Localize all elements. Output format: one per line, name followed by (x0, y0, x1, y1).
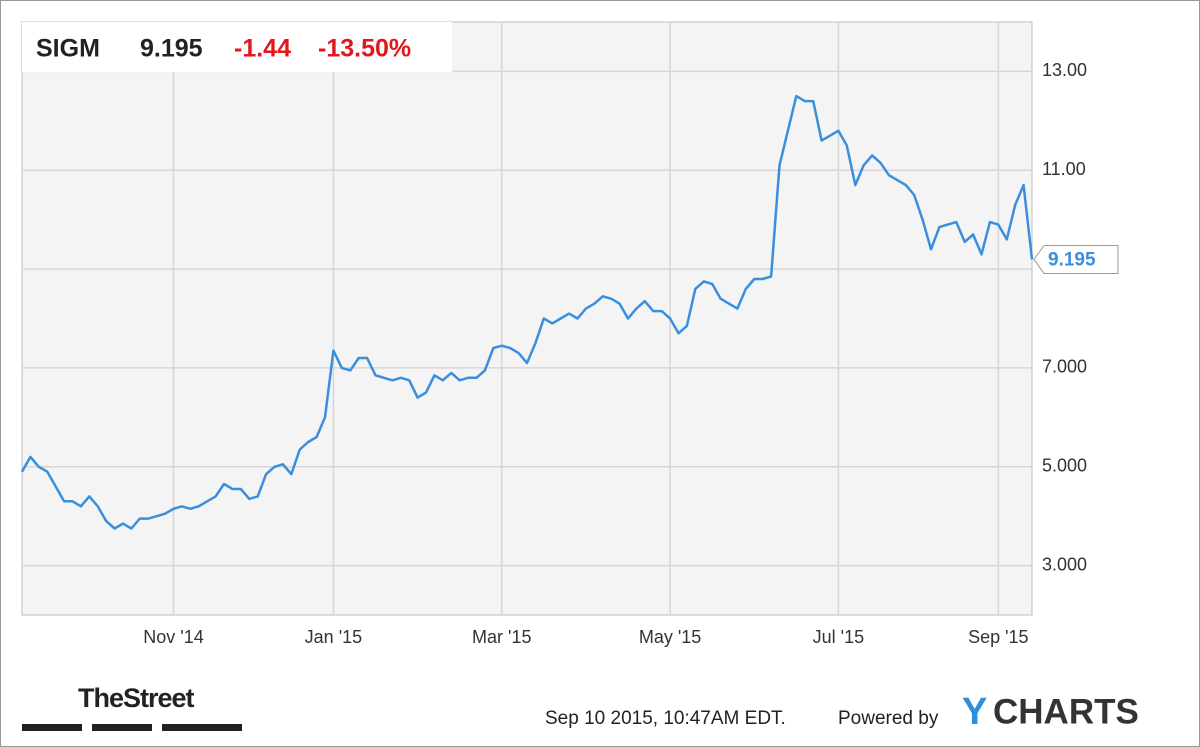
y-tick-label: 11.00 (1042, 159, 1086, 179)
header-box (22, 22, 452, 72)
x-tick-label: Mar '15 (472, 627, 531, 647)
logo-text: CHARTS (993, 692, 1139, 731)
powered-by: Powered by (838, 708, 939, 729)
y-tick-label: 3.000 (1042, 554, 1087, 574)
plot-area (21, 21, 1033, 616)
symbol: SIGM (36, 35, 100, 63)
change-percent: -13.50% (318, 35, 411, 63)
x-tick-label: Jul '15 (813, 627, 864, 647)
brand-bar (92, 724, 152, 731)
change: -1.44 (234, 35, 291, 63)
y-tick-label: 5.000 (1042, 456, 1087, 476)
x-tick-label: Jan '15 (305, 627, 362, 647)
x-tick-label: May '15 (639, 627, 701, 647)
brand: TheStreet (78, 683, 195, 713)
last-value-label: 9.195 (1048, 249, 1096, 270)
x-tick-label: Nov '14 (143, 627, 203, 647)
brand-bar (162, 724, 242, 731)
y-tick-label: 7.000 (1042, 357, 1087, 377)
x-tick-label: Sep '15 (968, 627, 1029, 647)
price-line (20, 94, 1034, 530)
last-value-box (1033, 244, 1119, 274)
timestamp: Sep 10 2015, 10:47AM EDT. (545, 708, 786, 729)
price: 9.195 (140, 35, 203, 63)
logo-y: Y (962, 691, 987, 733)
brand-bar (22, 724, 82, 731)
y-tick-label: 13.00 (1042, 60, 1087, 80)
